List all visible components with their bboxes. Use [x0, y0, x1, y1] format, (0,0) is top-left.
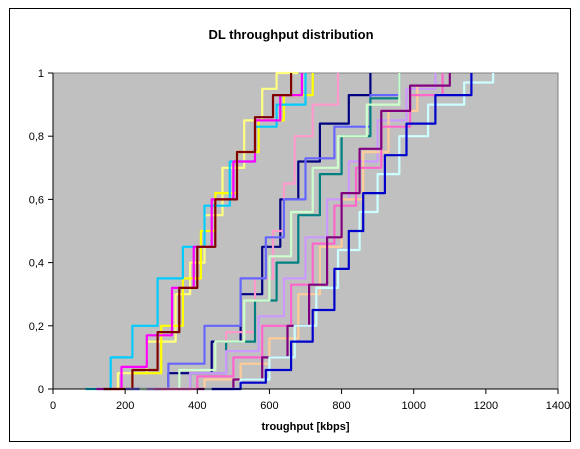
- series-layer: [85, 71, 495, 391]
- x-tick-label: 1200: [474, 400, 498, 412]
- series-line-10: [139, 73, 401, 391]
- x-tick-label: 200: [116, 400, 134, 412]
- y-tick-label: 0: [38, 384, 44, 396]
- series-line-5: [103, 73, 293, 391]
- x-tick-label: 1400: [546, 400, 570, 412]
- chart-frame: DL throughput distribution 0 200 400 600 800…: [9, 8, 571, 442]
- y-tick-label: 0,2: [29, 321, 44, 333]
- x-tick-label: 0: [50, 400, 56, 412]
- x-axis-label: troughput [kbps]: [262, 421, 350, 433]
- y-tick-label: 0,8: [29, 131, 44, 143]
- plot-area: [52, 72, 559, 390]
- x-tick-label: 1000: [401, 400, 425, 412]
- chart-svg: DL throughput distribution 0 200 400 600 800…: [29, 27, 571, 433]
- y-tick-label: 1: [38, 68, 44, 80]
- x-tick-label: 400: [188, 400, 206, 412]
- axis-layer: 0 200 400 600 800 1000 1200 1400 0 0,2 0,4 0,6 0,8 1: [29, 68, 571, 412]
- series-line-13: [154, 73, 444, 391]
- y-tick-label: 0,4: [29, 258, 44, 270]
- x-tick-label: 800: [332, 400, 350, 412]
- y-tick-label: 0,6: [29, 194, 44, 206]
- series-line-16: [211, 73, 473, 391]
- x-tick-label: 600: [260, 400, 278, 412]
- series-line-14: [197, 73, 451, 391]
- series-line-15: [204, 73, 495, 391]
- series-line-11: [146, 73, 437, 391]
- chart-title: DL throughput distribution: [208, 27, 373, 42]
